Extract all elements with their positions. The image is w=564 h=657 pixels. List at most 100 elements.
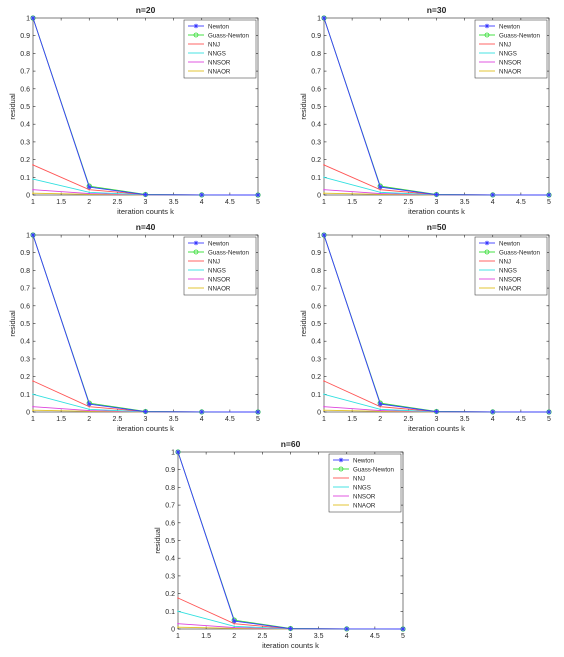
data-point-nnj xyxy=(32,164,34,166)
x-tick-label: 5 xyxy=(256,416,260,423)
data-point-nnj xyxy=(32,380,34,382)
legend-marker xyxy=(193,32,199,38)
data-point-nnsor xyxy=(323,405,325,408)
data-point-newton xyxy=(321,232,327,238)
y-tick-label: 0.1 xyxy=(20,175,30,182)
x-tick-label: 4.5 xyxy=(516,416,526,423)
legend-label-guass-newton: Guass-Newton xyxy=(208,32,249,39)
y-tick-label: 0.2 xyxy=(311,157,321,164)
y-tick-label: 0.4 xyxy=(165,556,175,563)
data-point-nnaor xyxy=(32,192,34,195)
y-tick-label: 0.4 xyxy=(20,339,30,346)
legend-marker xyxy=(484,249,490,255)
x-tick-label: 2.5 xyxy=(113,416,123,423)
y-tick-label: 0 xyxy=(26,410,30,417)
legend-label-nnsor: NNSOR xyxy=(208,276,231,283)
legend-box xyxy=(328,453,402,513)
y-tick-label: 0.6 xyxy=(20,303,30,310)
data-point-newton xyxy=(255,409,261,415)
y-tick-label: 0.2 xyxy=(165,591,175,598)
data-point-newton xyxy=(30,15,36,21)
x-tick-label: 4.5 xyxy=(225,416,235,423)
y-tick-label: 0.2 xyxy=(20,374,30,381)
legend-marker xyxy=(338,457,344,463)
legend-label-newton: Newton xyxy=(499,240,521,247)
legend: Newton Guass-Newton NNJ NNGS NNSOR NNAOR xyxy=(328,453,402,513)
legend: Newton Guass-Newton NNJ NNGS NNSOR NNAOR xyxy=(183,236,257,296)
data-point-newton xyxy=(434,409,439,415)
data-point-newton xyxy=(321,15,327,21)
data-point-newton xyxy=(231,618,237,624)
data-point-newton xyxy=(199,409,205,415)
y-tick-label: 0.7 xyxy=(165,503,175,510)
x-tick-label: 1.5 xyxy=(347,199,357,206)
data-point-nngs xyxy=(88,408,91,411)
legend-marker xyxy=(338,466,344,472)
legend-label-nnsor: NNSOR xyxy=(499,276,522,283)
x-tick-label: 5 xyxy=(547,199,551,206)
y-tick-label: 1 xyxy=(317,233,321,240)
y-tick-label: 0.1 xyxy=(20,392,30,399)
y-tick-label: 0.6 xyxy=(311,303,321,310)
y-tick-label: 0.1 xyxy=(311,392,321,399)
y-tick-label: 1 xyxy=(317,16,321,23)
y-tick-label: 0.9 xyxy=(311,250,321,257)
data-point-nnsor xyxy=(379,192,382,195)
x-tick-label: 5 xyxy=(401,633,405,640)
data-point-newton xyxy=(546,192,552,198)
x-tick-label: 3 xyxy=(435,199,439,206)
x-tick-label: 5 xyxy=(256,199,260,206)
y-tick-label: 0.3 xyxy=(20,139,30,146)
data-point-newton xyxy=(377,184,383,190)
y-tick-label: 0.5 xyxy=(165,538,175,545)
x-tick-label: 1 xyxy=(322,416,326,423)
y-tick-label: 0.5 xyxy=(311,321,321,328)
y-tick-label: 0.5 xyxy=(20,321,30,328)
y-tick-label: 0.7 xyxy=(20,69,30,76)
y-axis-label: residual xyxy=(8,93,17,120)
data-point-newton xyxy=(344,626,350,632)
legend-label-newton: Newton xyxy=(353,457,375,464)
y-tick-label: 0.8 xyxy=(165,485,175,492)
legend-label-nnaor: NNAOR xyxy=(499,285,522,292)
legend-marker xyxy=(484,32,490,38)
y-tick-label: 0.5 xyxy=(311,104,321,111)
data-point-newton xyxy=(143,409,148,415)
legend-label-nnj: NNJ xyxy=(353,475,365,482)
data-point-nngs xyxy=(177,610,179,613)
legend-label-guass-newton: Guass-Newton xyxy=(499,32,540,39)
data-point-nngs xyxy=(233,625,236,628)
y-tick-label: 0.3 xyxy=(311,356,321,363)
x-tick-label: 2.5 xyxy=(404,199,414,206)
y-axis-label: residual xyxy=(8,310,17,337)
data-point-nngs xyxy=(32,393,34,396)
y-axis-label: residual xyxy=(299,93,308,120)
x-tick-label: 2 xyxy=(378,199,382,206)
y-tick-label: 0.7 xyxy=(20,286,30,293)
legend-box xyxy=(474,19,548,79)
legend-label-nnsor: NNSOR xyxy=(499,59,522,66)
legend-label-guass-newton: Guass-Newton xyxy=(499,249,540,256)
y-tick-label: 0.6 xyxy=(165,520,175,527)
data-point-nngs xyxy=(323,393,325,396)
legend-marker xyxy=(193,249,199,255)
x-tick-label: 1 xyxy=(31,416,35,423)
chart-panel-1: n=20 1 1.5 2 2.5 3 3.5 4 4.5 5 0 0.1 0.2 0.3 0.4 0.5 0.6… xyxy=(8,5,261,216)
x-tick-label: 4.5 xyxy=(516,199,526,206)
legend-label-nnsor: NNSOR xyxy=(208,59,231,66)
x-tick-label: 3 xyxy=(435,416,439,423)
data-point-newton xyxy=(377,401,383,407)
legend-box xyxy=(183,19,257,79)
x-tick-label: 3 xyxy=(289,633,293,640)
y-tick-label: 0.3 xyxy=(165,573,175,580)
chart-title: n=50 xyxy=(427,222,447,232)
chart-panel-3: n=40 1 1.5 2 2.5 3 3.5 4 4.5 5 0 0.1 0.2 0.3 0.4 0.5 0.6… xyxy=(8,222,261,433)
x-tick-label: 3.5 xyxy=(460,416,470,423)
legend-label-newton: Newton xyxy=(208,23,230,30)
x-tick-label: 2 xyxy=(232,633,236,640)
x-axis-label: iteration counts k xyxy=(117,424,174,433)
data-point-nnsor xyxy=(379,409,382,412)
x-tick-label: 2.5 xyxy=(258,633,268,640)
y-tick-label: 0.4 xyxy=(311,339,321,346)
